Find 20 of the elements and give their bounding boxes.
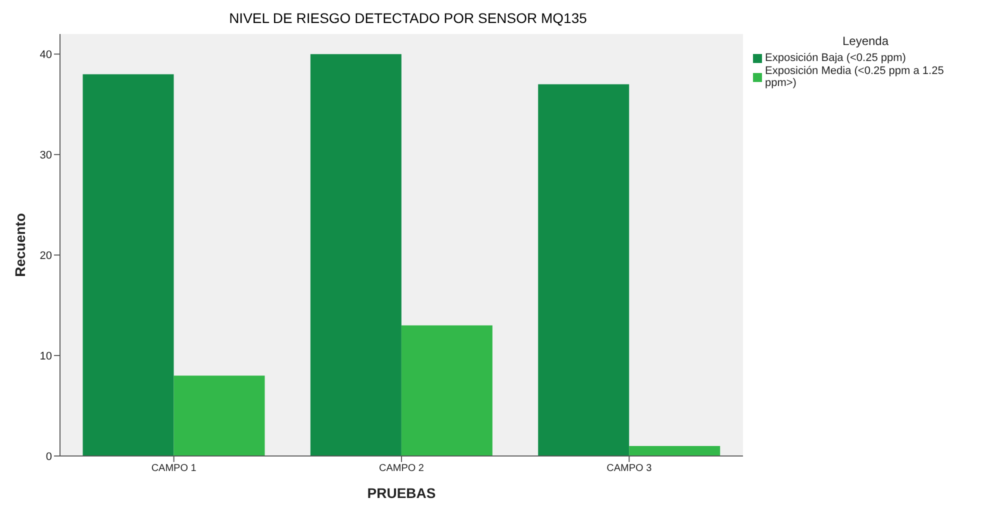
y-tick-label: 10 [40,350,52,362]
bar [310,54,402,456]
legend-label: Exposición Media (<0.25 ppm a 1.25 ppm>) [764,65,945,89]
x-tick-label: CAMPO 3 [606,463,652,474]
y-tick-label: 20 [40,250,52,262]
bar [401,325,492,456]
legend-label: Exposición Baja (<0.25 ppm) [765,52,906,64]
y-tick-label: 40 [40,49,52,61]
y-tick-label: 30 [40,149,52,162]
bar [82,74,174,456]
bar [538,84,630,456]
x-tick-label: CAMPO 1 [151,463,197,474]
x-axis-title: PRUEBAS [367,485,436,501]
legend-title: Leyenda [841,34,890,48]
chart-title: NIVEL DE RIESGO DETECTADO POR SENSOR MQ135 [228,9,588,28]
bar [629,446,720,456]
bar [174,376,265,456]
y-axis-title: Recuento [12,213,28,277]
y-tick-label: 0 [46,450,52,463]
x-tick-label: CAMPO 2 [378,463,424,474]
